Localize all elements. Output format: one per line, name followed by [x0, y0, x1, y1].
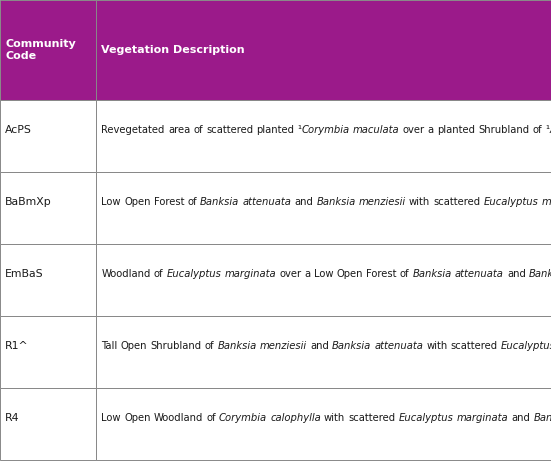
Text: and: and [310, 341, 329, 351]
Bar [96, 0, 551, 100]
Text: Low: Low [314, 269, 333, 279]
Text: Low: Low [101, 197, 121, 207]
Bar [96, 388, 551, 460]
Text: of: of [400, 269, 409, 279]
Text: Revegetated: Revegetated [101, 125, 165, 135]
Bar [0, 100, 96, 172]
Text: Banksia: Banksia [316, 197, 356, 207]
Text: of: of [206, 413, 216, 423]
Text: Eucalyptus: Eucalyptus [166, 269, 222, 279]
Text: of: of [187, 197, 197, 207]
Text: Woodland: Woodland [101, 269, 151, 279]
Text: Eucalyptus: Eucalyptus [501, 341, 551, 351]
Text: Woodland: Woodland [154, 413, 203, 423]
Bar [0, 0, 96, 100]
Text: Open: Open [124, 413, 150, 423]
Text: EmBaS: EmBaS [5, 269, 44, 279]
Text: Vegetation Description: Vegetation Description [101, 45, 245, 55]
Text: Forest: Forest [154, 197, 184, 207]
Text: maculata: maculata [353, 125, 399, 135]
Text: Banksia: Banksia [200, 197, 239, 207]
Text: Eucalyptus: Eucalyptus [399, 413, 453, 423]
Text: Banksia: Banksia [332, 341, 371, 351]
Text: and: and [507, 269, 526, 279]
Text: marginata: marginata [542, 197, 551, 207]
Text: marginata: marginata [457, 413, 509, 423]
Text: scattered: scattered [451, 341, 498, 351]
Text: Eucalyptus: Eucalyptus [484, 197, 538, 207]
Text: Low: Low [101, 413, 121, 423]
Text: ¹: ¹ [545, 125, 549, 135]
Text: attenuata: attenuata [242, 197, 291, 207]
Text: and: and [511, 413, 530, 423]
Text: Open: Open [124, 197, 150, 207]
Text: Open: Open [121, 341, 147, 351]
Text: R4: R4 [5, 413, 19, 423]
Text: scattered: scattered [434, 197, 480, 207]
Text: of: of [193, 125, 203, 135]
Text: Banksia: Banksia [533, 413, 551, 423]
Text: Open: Open [337, 269, 363, 279]
Text: Shrubland: Shrubland [150, 341, 202, 351]
Bar [0, 388, 96, 460]
Bar [96, 316, 551, 388]
Text: R1^: R1^ [5, 341, 29, 351]
Bar [0, 172, 96, 244]
Text: AcPS: AcPS [5, 125, 32, 135]
Text: Shrubland: Shrubland [478, 125, 529, 135]
Text: Community
Code: Community Code [5, 39, 75, 61]
Text: of: of [154, 269, 164, 279]
Text: attenuata: attenuata [455, 269, 504, 279]
Bar [0, 244, 96, 316]
Text: with: with [324, 413, 345, 423]
Bar [0, 316, 96, 388]
Text: Banksia: Banksia [218, 341, 257, 351]
Text: menziesii: menziesii [260, 341, 307, 351]
Text: Corymbia: Corymbia [301, 125, 349, 135]
Text: of: of [532, 125, 542, 135]
Text: attenuata: attenuata [375, 341, 423, 351]
Text: with: with [409, 197, 430, 207]
Text: and: and [294, 197, 314, 207]
Text: of: of [204, 341, 214, 351]
Text: Forest: Forest [366, 269, 397, 279]
Text: planted: planted [256, 125, 294, 135]
Text: over: over [279, 269, 301, 279]
Text: planted: planted [437, 125, 475, 135]
Text: over: over [402, 125, 425, 135]
Text: ¹: ¹ [298, 125, 301, 135]
Text: marginata: marginata [225, 269, 276, 279]
Bar [96, 244, 551, 316]
Text: Banksia: Banksia [529, 269, 551, 279]
Text: scattered: scattered [348, 413, 396, 423]
Text: a: a [428, 125, 434, 135]
Text: menziesii: menziesii [359, 197, 406, 207]
Text: Corymbia: Corymbia [219, 413, 267, 423]
Text: Tall: Tall [101, 341, 118, 351]
Text: area: area [168, 125, 190, 135]
Text: BaBmXp: BaBmXp [5, 197, 52, 207]
Text: scattered: scattered [206, 125, 253, 135]
Text: calophylla: calophylla [270, 413, 321, 423]
Bar [96, 100, 551, 172]
Text: a: a [305, 269, 311, 279]
Text: Acacia: Acacia [549, 125, 551, 135]
Text: with: with [426, 341, 447, 351]
Bar [96, 172, 551, 244]
Text: Banksia: Banksia [413, 269, 452, 279]
